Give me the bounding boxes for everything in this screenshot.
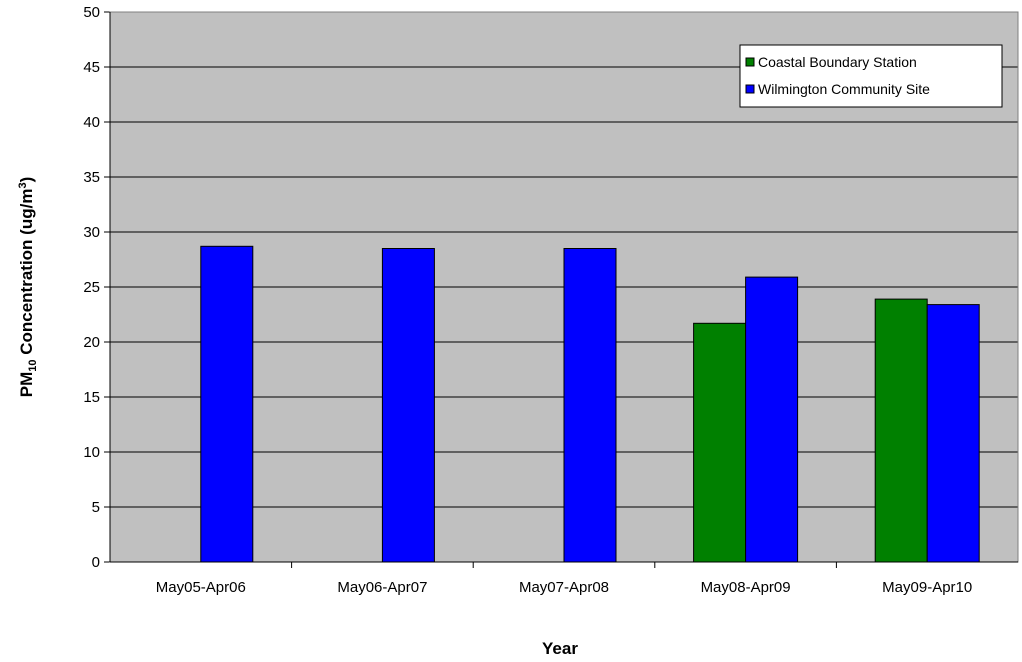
legend-swatch-wilmington	[745, 84, 755, 94]
x-tick-label: May05-Apr06	[156, 579, 246, 596]
y-tick-label: 35	[83, 169, 100, 186]
bar-wilmington	[200, 245, 254, 563]
x-tick-label: May09-Apr10	[882, 579, 972, 596]
y-axis-title-subscript: 10	[27, 360, 39, 372]
legend-swatch-coastal	[745, 57, 755, 67]
y-axis-title: PM10 Concentration (ug/m3)	[17, 177, 39, 398]
y-tick-label: 50	[83, 4, 100, 21]
y-axis-title-prefix: PM	[17, 372, 36, 398]
x-axis-title: Year	[542, 639, 578, 658]
y-tick-label: 15	[83, 389, 100, 406]
y-tick-label: 0	[92, 554, 100, 571]
bar-coastal	[874, 298, 928, 563]
y-tick-label: 5	[92, 499, 100, 516]
bar-wilmington	[563, 248, 617, 563]
y-tick-label: 20	[83, 334, 100, 351]
y-tick-label: 40	[83, 114, 100, 131]
bars	[200, 245, 980, 563]
bar-wilmington	[926, 304, 980, 563]
legend-box	[739, 44, 1003, 108]
y-tick-labels: 0 5 10 15 20 25 30 35 40 45 50	[83, 4, 100, 571]
axes	[104, 11, 1019, 568]
legend: Coastal Boundary Station Wilmington Comm…	[739, 44, 1003, 108]
bar-wilmington	[745, 276, 799, 563]
y-axis-title-suffix: )	[17, 177, 36, 183]
bar-coastal	[693, 322, 747, 563]
bar-wilmington	[381, 248, 435, 563]
y-axis-title-middle: Concentration (ug/m	[17, 189, 36, 360]
y-tick-label: 10	[83, 444, 100, 461]
x-tick-label: May08-Apr09	[701, 579, 791, 596]
x-tick-label: May06-Apr07	[337, 579, 427, 596]
legend-label-wilmington: Wilmington Community Site	[758, 81, 930, 97]
y-tick-label: 30	[83, 224, 100, 241]
legend-label-coastal: Coastal Boundary Station	[758, 54, 917, 70]
x-tick-label: May07-Apr08	[519, 579, 609, 596]
y-tick-label: 45	[83, 59, 100, 76]
x-tick-labels: May05-Apr06 May06-Apr07 May07-Apr08 May08-A…	[156, 579, 972, 596]
y-axis-title-superscript: 3	[17, 182, 29, 188]
y-tick-label: 25	[83, 279, 100, 296]
